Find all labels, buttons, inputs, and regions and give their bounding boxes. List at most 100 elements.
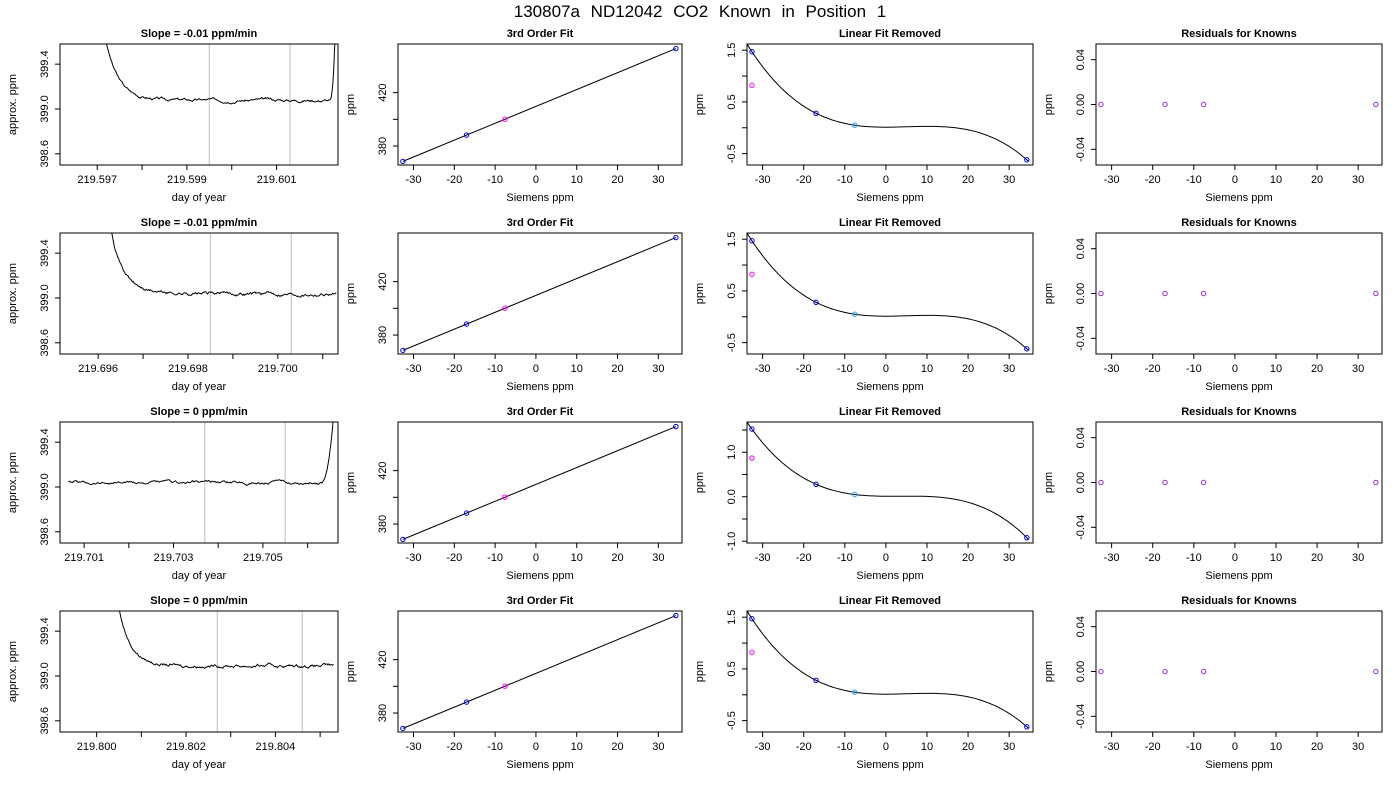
- x-tick-label: 0: [883, 552, 889, 564]
- data-point: [851, 311, 858, 317]
- y-axis-label: ppm: [1043, 94, 1055, 115]
- x-tick-label: 20: [611, 741, 623, 753]
- data-point: [749, 49, 755, 55]
- x-tick-label: 0: [1232, 174, 1238, 186]
- panel-linear-removed-2: Linear Fit Removed Siemens ppm ppm -30 -20 -1…: [694, 217, 1034, 393]
- x-tick-label: -20: [1145, 552, 1161, 564]
- y-tick-label: 0.00: [1075, 283, 1087, 304]
- y-tick-label: -0.04: [1075, 137, 1087, 162]
- figure-title: 130807a ND12042 CO2 Known in Position 1: [513, 2, 887, 21]
- y-axis-label: ppm: [694, 94, 706, 115]
- plot-frame: [59, 610, 339, 733]
- panel-fit-2: 3rd Order Fit Siemens ppm ppm -30 -20 -10 0 10 2…: [345, 217, 683, 393]
- plot-frame: [1095, 232, 1383, 355]
- fit-line: [402, 426, 677, 540]
- fit-line: [402, 615, 677, 729]
- x-tick-label: -10: [837, 552, 853, 564]
- data-point: [463, 699, 470, 705]
- y-tick-label: -0.5: [726, 144, 738, 163]
- x-tick-label: -30: [406, 363, 422, 375]
- y-axis-label: ppm: [1043, 472, 1055, 493]
- x-axis-label: Siemens ppm: [506, 570, 573, 582]
- x-tick-label: 20: [962, 741, 974, 753]
- x-tick-label: -20: [796, 741, 812, 753]
- data-point: [502, 116, 508, 122]
- data-point: [1373, 479, 1379, 486]
- x-tick-label: 219.703: [154, 552, 194, 564]
- data-point: [851, 491, 858, 498]
- data-point: [1200, 101, 1207, 108]
- panel-timeseries-2: Slope = -0.01 ppm/min day of year approx. …: [7, 217, 339, 393]
- fit-line: [402, 237, 677, 351]
- x-tick-label: 30: [1003, 741, 1015, 753]
- x-tick-label: 30: [652, 741, 664, 753]
- x-tick-label: -20: [796, 363, 812, 375]
- x-tick-label: 20: [611, 174, 623, 186]
- x-tick-label: 0: [1232, 552, 1238, 564]
- plot-area: [402, 615, 677, 729]
- panel-title: Linear Fit Removed: [839, 217, 941, 229]
- x-tick-label: -30: [1104, 552, 1120, 564]
- data-point: [749, 238, 755, 244]
- data-point: [851, 689, 858, 695]
- data-point: [673, 234, 679, 241]
- data-point: [463, 510, 470, 516]
- panel-title: Residuals for Knowns: [1181, 217, 1297, 229]
- x-tick-label: -10: [1186, 552, 1202, 564]
- data-trace: [68, 422, 334, 486]
- x-tick-label: 219.800: [77, 741, 117, 753]
- panel-residuals-1: Residuals for Knowns Siemens ppm ppm -30 -20…: [1043, 28, 1383, 204]
- data-point: [1098, 668, 1104, 675]
- plot-area: [402, 237, 677, 351]
- plot-area: [747, 422, 1029, 540]
- x-tick-label: -30: [406, 552, 422, 564]
- panel-title: Slope = 0 ppm/min: [150, 595, 248, 607]
- x-tick-label: -20: [1145, 741, 1161, 753]
- x-tick-label: 30: [1003, 363, 1015, 375]
- data-point: [1024, 157, 1030, 163]
- x-axis-label: Siemens ppm: [856, 759, 923, 771]
- plot-area: [402, 48, 677, 162]
- y-tick-label: 1.5: [726, 232, 738, 247]
- plot-frame: [746, 610, 1034, 733]
- x-tick-label: -20: [446, 174, 462, 186]
- plot-frame: [59, 421, 339, 544]
- data-point: [1373, 101, 1379, 108]
- y-tick-label: 398.6: [39, 707, 51, 735]
- data-point: [749, 271, 755, 278]
- x-axis-label: Siemens ppm: [856, 381, 923, 393]
- x-tick-label: -10: [487, 363, 503, 375]
- y-tick-label: 0.04: [1075, 427, 1087, 448]
- panel-timeseries-4: Slope = 0 ppm/min day of year approx. ppm 2…: [7, 595, 339, 771]
- x-tick-label: 219.802: [166, 741, 206, 753]
- panel-residuals-3: Residuals for Knowns Siemens ppm ppm -30 -20…: [1043, 406, 1383, 582]
- x-tick-label: 30: [1352, 174, 1364, 186]
- data-point: [400, 536, 406, 543]
- data-trace: [111, 233, 337, 298]
- x-tick-label: 30: [1352, 552, 1364, 564]
- y-tick-label: -0.5: [726, 333, 738, 352]
- y-axis-label: ppm: [345, 661, 357, 682]
- x-tick-label: 0: [533, 552, 539, 564]
- data-point: [1024, 534, 1030, 541]
- data-point: [1098, 290, 1104, 297]
- x-tick-label: -10: [837, 741, 853, 753]
- y-tick-label: 380: [377, 137, 389, 155]
- plot-area: [747, 611, 1029, 729]
- data-point: [749, 82, 755, 89]
- x-tick-label: -10: [1186, 174, 1202, 186]
- x-tick-label: 219.705: [243, 552, 283, 564]
- panel-title: Slope = -0.01 ppm/min: [141, 28, 258, 40]
- plot-frame: [397, 232, 683, 355]
- y-axis-label: ppm: [1043, 283, 1055, 304]
- plot-frame: [397, 610, 683, 733]
- panel-fit-4: 3rd Order Fit Siemens ppm ppm -30 -20 -10 0 10 2…: [345, 595, 683, 771]
- fit-line: [402, 48, 677, 162]
- data-point: [749, 649, 755, 656]
- x-tick-label: -30: [755, 552, 771, 564]
- plot-area: [747, 44, 1029, 162]
- plot-area: [747, 233, 1029, 351]
- y-tick-label: 399.0: [39, 95, 51, 123]
- data-point: [1200, 668, 1207, 675]
- data-point: [400, 347, 406, 354]
